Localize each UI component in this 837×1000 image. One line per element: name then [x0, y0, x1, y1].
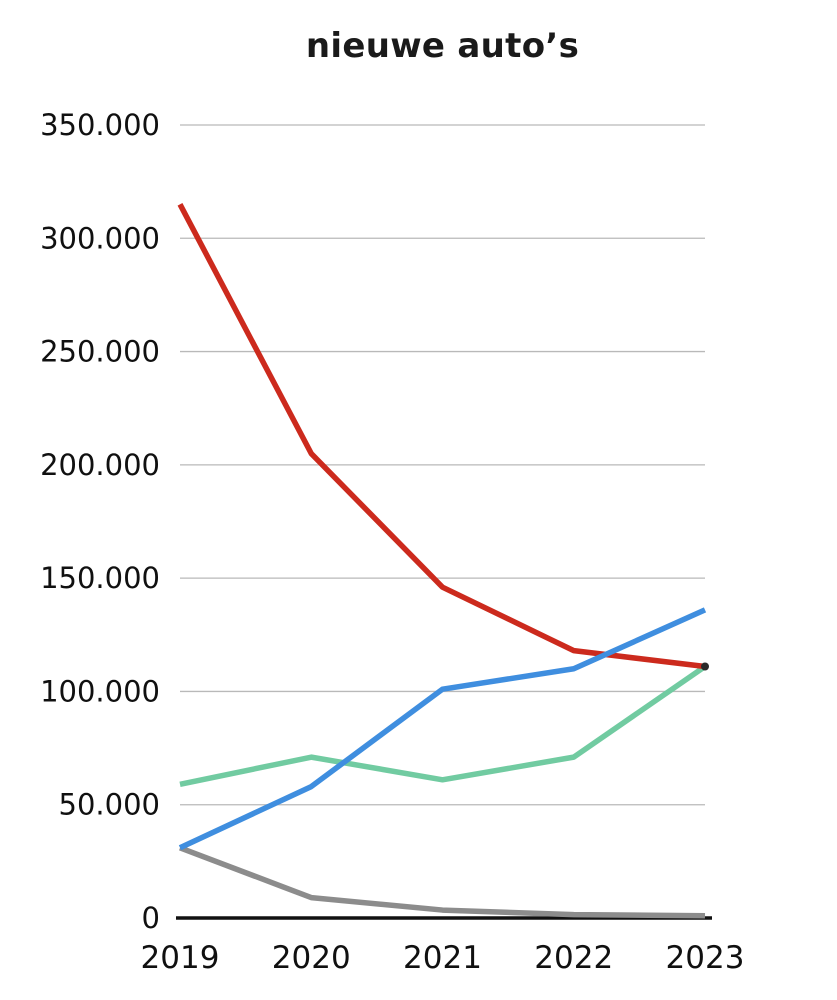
y-tick-label: 50.000: [59, 788, 160, 822]
y-tick-label: 250.000: [40, 335, 160, 369]
red-series-line: [177, 203, 706, 670]
x-tick-label: 2020: [272, 940, 351, 976]
y-tick-label: 0: [142, 901, 160, 935]
y-tick-label: 300.000: [40, 221, 160, 255]
y-tick-label: 100.000: [40, 674, 160, 708]
x-tick-label: 2023: [666, 940, 745, 976]
y-tick-label: 350.000: [40, 108, 160, 142]
gray-series-line: [179, 845, 706, 919]
green-series-line: [179, 664, 707, 788]
chart-title: nieuwe auto’s: [305, 26, 580, 66]
x-tick-label: 2019: [141, 940, 220, 976]
y-tick-label: 150.000: [40, 561, 160, 595]
y-tick-label: 200.000: [40, 448, 160, 482]
x-tick-label: 2021: [403, 940, 482, 976]
x-tick-label: 2022: [534, 940, 613, 976]
end-marker: [701, 662, 709, 671]
blue-series-line: [178, 607, 707, 851]
